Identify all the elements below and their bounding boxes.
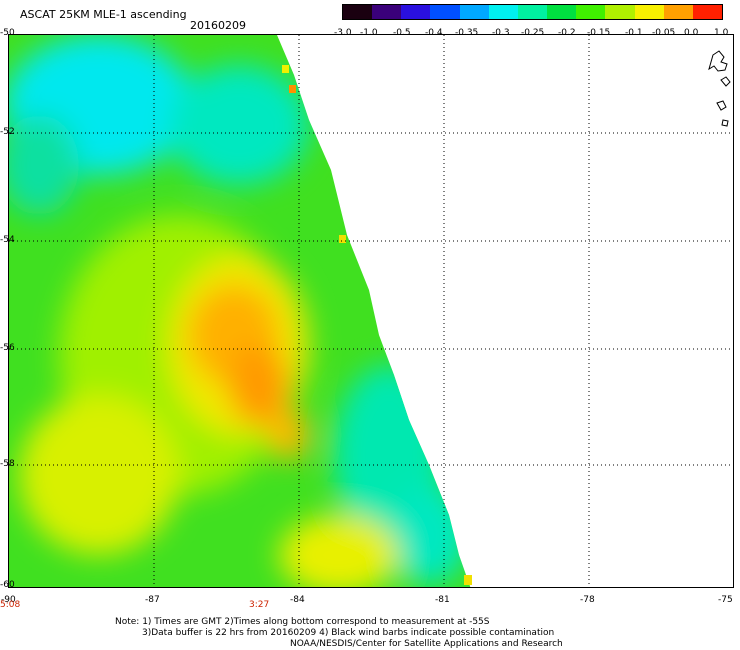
chart-title: ASCAT 25KM MLE-1 ascending [20,8,187,21]
lon-label: -81 [435,595,450,605]
scale-swatch [401,5,431,19]
scale-label: 0.0 [684,28,699,38]
scale-swatch [663,5,693,19]
lon-label: -84 [290,595,305,605]
scale-swatch [576,5,606,19]
scale-label: -0.4 [425,28,443,38]
scale-swatch [343,5,373,19]
scale-label: -1.0 [360,28,378,38]
lon-label: -78 [580,595,595,605]
scale-swatch [634,5,664,19]
scale-label: -0.15 [587,28,611,38]
wind-field-map [9,35,733,587]
scale-label: -0.3 [492,28,510,38]
scale-label: -0.35 [455,28,479,38]
scale-label: 1.0 [714,28,729,38]
scale-swatch [605,5,635,19]
scale-swatch [488,5,518,19]
lat-label: -58 [0,459,15,469]
graticule [9,35,733,587]
scale-label: -0.5 [393,28,411,38]
scale-swatch [430,5,460,19]
lon-label: -75 [718,595,733,605]
color-scale-bar [342,4,723,20]
lat-label: -56 [0,343,15,353]
scale-swatch [372,5,402,19]
scale-label: -0.25 [521,28,545,38]
scale-label: -0.1 [625,28,643,38]
lat-label: -50 [0,28,15,38]
lon-label: -87 [145,595,160,605]
scale-swatch [692,5,723,19]
scale-label: -0.2 [558,28,576,38]
lat-label: -60 [0,580,15,590]
footnote-line-2: 3)Data buffer is 22 hrs from 20160209 4)… [142,628,555,638]
scale-label: -3.0 [334,28,352,38]
lon-label: -90 [1,595,16,605]
coastline [708,50,731,127]
footnote-line-1: Note: 1) Times are GMT 2)Times along bot… [115,617,490,627]
lat-label: -54 [0,235,15,245]
credit: NOAA/NESDIS/Center for Satellite Applica… [290,639,563,649]
time-label: 5:08 [0,600,21,610]
scale-label: -0.05 [652,28,676,38]
map-panel[interactable] [8,34,734,588]
swath-edge-pixels [282,65,472,585]
lat-label: -52 [0,127,15,137]
time-label: 3:27 [249,600,270,610]
color-scale-labels: -3.0 -1.0 -0.5 -0.4 -0.35 -0.3 -0.25 -0.… [334,28,734,42]
chart-date: 20160209 [190,19,246,32]
scale-swatch [459,5,489,19]
scale-swatch [547,5,577,19]
wind-swath [9,35,471,587]
scale-swatch [517,5,548,19]
footnote: Note: 1) Times are GMT 2)Times along bot… [115,617,554,639]
